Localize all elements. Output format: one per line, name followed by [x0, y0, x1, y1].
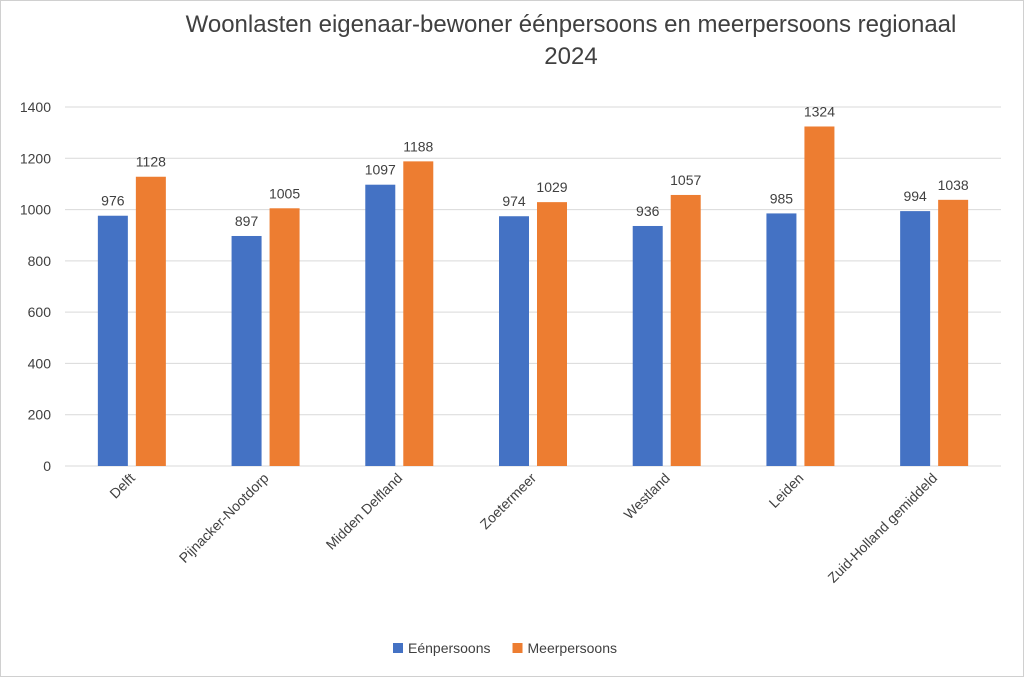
x-axis-categories: Delft Pijnacker-Nootdorp Midden Delfland Zo…	[106, 470, 940, 586]
x-category-label: Leiden	[766, 470, 807, 511]
bar	[97, 215, 128, 466]
bar	[135, 176, 166, 466]
legend-label: Meerpersoons	[528, 640, 618, 656]
bar	[365, 184, 396, 466]
data-labels: 976 1128 897 1005 1097 1188 974 1029 936 1057 985 1…	[101, 103, 969, 228]
data-label: 976	[101, 193, 125, 209]
data-label: 1005	[269, 185, 300, 201]
data-label: 1324	[804, 103, 835, 119]
bar	[632, 225, 663, 466]
chart-title-line-1: Woonlasten eigenaar-bewoner éénpersoons …	[186, 11, 957, 38]
y-tick-label: 600	[28, 304, 52, 320]
data-label: 936	[636, 203, 660, 219]
y-tick-label: 200	[28, 407, 52, 423]
bar	[537, 202, 567, 466]
bar	[269, 208, 300, 466]
data-label: 1097	[365, 162, 396, 178]
data-label: 1029	[536, 179, 567, 195]
x-category-label: Delft	[106, 470, 138, 502]
bar	[231, 235, 262, 466]
data-label: 985	[770, 190, 794, 206]
data-label: 1128	[136, 154, 166, 170]
legend-swatch	[512, 643, 523, 653]
legend-label: Eénpersoons	[408, 640, 491, 656]
data-label: 994	[903, 188, 927, 204]
bar	[403, 161, 434, 466]
y-tick-label: 1000	[20, 202, 51, 218]
data-label: 897	[235, 213, 259, 229]
y-tick-label: 800	[28, 253, 52, 269]
y-tick-label: 1200	[20, 150, 51, 166]
bar	[499, 216, 529, 466]
y-tick-label: 1400	[20, 99, 51, 115]
bar	[900, 211, 931, 466]
data-label: 1038	[938, 177, 969, 193]
x-category-label: Zoetermeer	[477, 470, 540, 533]
chart-title-line-2: 2024	[544, 43, 597, 70]
x-category-label: Westland	[620, 470, 672, 522]
x-category-label: Pijnacker-Nootdorp	[176, 470, 272, 566]
x-category-label: Midden Delfland	[323, 470, 406, 553]
bar	[670, 194, 701, 466]
data-label: 1057	[670, 172, 701, 188]
legend: Eénpersoons Meerpersoons	[393, 640, 617, 656]
y-tick-label: 0	[43, 458, 51, 474]
x-category-label: Zuid-Holland gemiddeld	[824, 470, 940, 586]
legend-swatch	[393, 643, 403, 653]
bars	[97, 126, 969, 466]
y-axis-ticks: 0 200 400 600 800 1000 1200 1400	[20, 99, 51, 474]
data-label: 974	[502, 193, 526, 209]
data-label: 1188	[403, 138, 433, 154]
gridlines	[65, 106, 1001, 467]
bar	[938, 199, 969, 466]
bar	[766, 213, 797, 466]
bar	[804, 126, 835, 466]
y-tick-label: 400	[28, 355, 52, 371]
